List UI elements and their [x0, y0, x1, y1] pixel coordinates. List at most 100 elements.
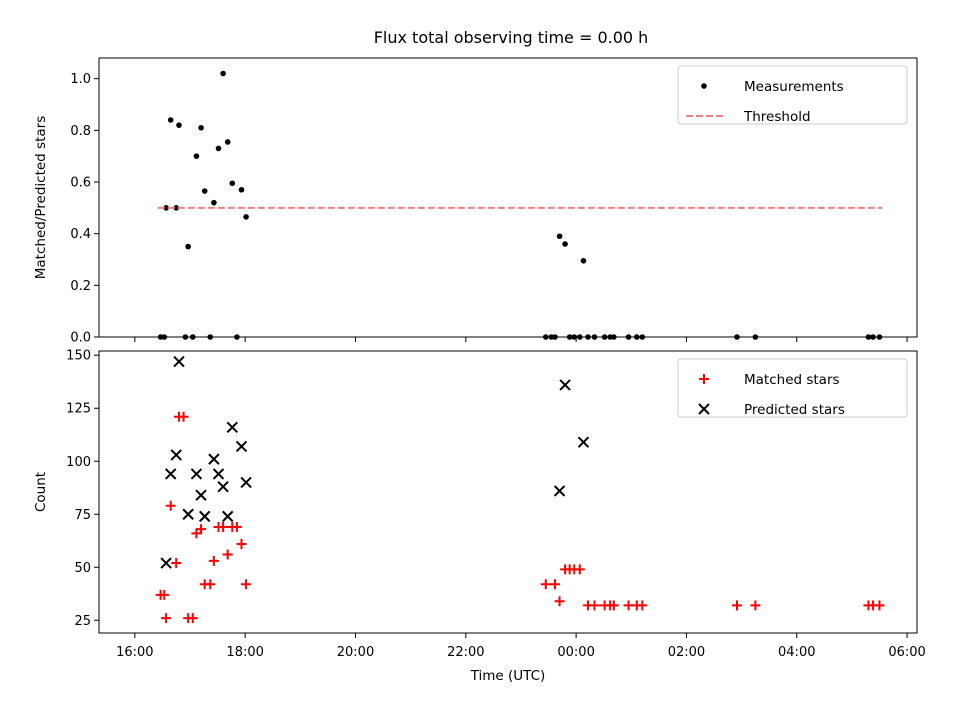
y-tick-label: 125 [66, 402, 91, 417]
data-point [220, 70, 226, 77]
x-tick-label: 02:00 [668, 645, 705, 660]
data-point [161, 613, 172, 624]
y-axis-label: Count [33, 472, 49, 512]
legend-label: Matched stars [744, 372, 840, 388]
series-matched-stars [155, 411, 885, 624]
data-point [178, 411, 189, 422]
data-point [554, 596, 565, 607]
y-tick-label: 0.8 [70, 124, 91, 139]
x-tick-label: 20:00 [337, 645, 374, 660]
data-point [187, 613, 198, 624]
y-tick-label: 0.4 [70, 227, 91, 242]
data-point [173, 355, 185, 368]
data-point [556, 233, 563, 240]
data-point [235, 440, 248, 453]
data-point [211, 199, 217, 206]
data-point [238, 186, 245, 193]
data-point [236, 538, 247, 549]
top-plot: 0.0 0.2 0.4 0.6 0.8 1.0 Matched/Predicted star… [33, 57, 918, 346]
legend-marker [699, 374, 709, 384]
data-point [205, 579, 216, 590]
legend-label: Measurements [744, 79, 844, 95]
y-tick-label: 50 [74, 561, 91, 576]
legend-label: Predicted stars [744, 402, 845, 418]
data-point [874, 600, 885, 611]
legend-box [677, 358, 908, 418]
data-point [549, 579, 560, 590]
data-point [190, 468, 203, 480]
y-tick-label: 0.6 [70, 176, 91, 191]
data-point [159, 589, 170, 600]
data-point [589, 600, 600, 611]
data-point [231, 521, 242, 532]
bottom-plot: 25 50 75 100 125 150 16:00 18:00 20:00 22:00 00:00… [33, 349, 926, 684]
data-point [196, 524, 207, 535]
x-axis-label: Time (UTC) [470, 668, 546, 684]
x-tick-label: 18:00 [226, 645, 263, 660]
data-point [199, 510, 211, 523]
data-point [160, 557, 172, 569]
data-point [574, 564, 585, 575]
y-tick-label: 100 [66, 455, 91, 470]
data-point [562, 241, 568, 247]
data-point [243, 214, 249, 220]
data-point [577, 436, 590, 448]
x-tick-label: 00:00 [557, 645, 594, 660]
legend-marker [701, 83, 707, 89]
y-tick-label: 75 [74, 508, 91, 523]
y-tick-label: 1.0 [70, 72, 91, 87]
data-point [226, 421, 239, 434]
data-point [637, 600, 648, 611]
data-point [185, 243, 191, 250]
data-point [240, 476, 252, 489]
legend: Matched stars Predicted stars [677, 358, 908, 418]
y-tick-label: 0.2 [70, 279, 91, 294]
data-point [212, 468, 225, 480]
legend-label: Threshold [743, 109, 811, 125]
data-point [165, 500, 176, 511]
legend: Measurements Threshold [677, 65, 908, 125]
axes-frame [98, 57, 918, 338]
data-point [553, 485, 566, 497]
data-point [217, 480, 229, 493]
data-point [208, 555, 219, 566]
data-point [540, 579, 551, 590]
data-point [164, 468, 177, 480]
data-point [171, 558, 182, 569]
data-point [208, 453, 220, 465]
data-point [559, 379, 571, 391]
legend-marker [698, 403, 710, 415]
data-point [732, 600, 742, 611]
y-axis-label: Matched/Predicted stars [33, 116, 49, 279]
data-point [201, 188, 208, 194]
data-point [241, 579, 252, 590]
data-point [229, 180, 236, 187]
x-tick-label: 04:00 [778, 645, 815, 660]
data-point [176, 122, 182, 128]
data-point [224, 139, 231, 145]
data-point [218, 521, 229, 532]
x-tick-label: 22:00 [447, 645, 484, 660]
data-point [182, 508, 194, 520]
data-point [163, 205, 169, 211]
data-point [173, 205, 180, 211]
data-point [750, 600, 761, 611]
y-tick-label: 0.0 [70, 331, 91, 346]
data-point [170, 449, 182, 461]
legend-box [677, 65, 908, 125]
data-point [608, 600, 619, 611]
y-tick-label: 150 [66, 349, 91, 364]
data-point [222, 549, 233, 560]
data-point [195, 489, 207, 501]
data-point [198, 124, 204, 131]
data-point [580, 257, 587, 264]
x-tick-label: 16:00 [116, 645, 153, 660]
series-predicted-stars [160, 355, 590, 569]
y-tick-label: 25 [74, 614, 91, 629]
x-tick-label: 06:00 [888, 645, 925, 660]
axes-frame [98, 350, 918, 634]
data-point [193, 153, 200, 159]
chart-title: Flux total observing time = 0.00 h [374, 28, 649, 47]
data-point [167, 117, 174, 123]
